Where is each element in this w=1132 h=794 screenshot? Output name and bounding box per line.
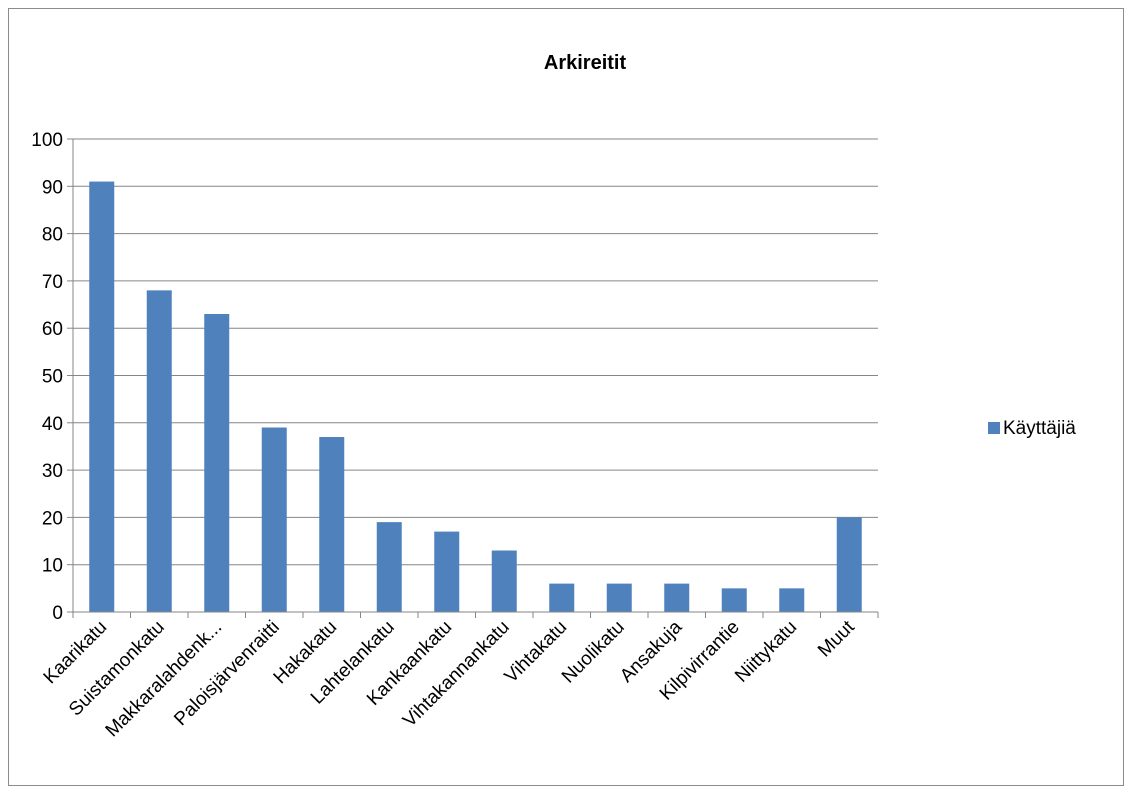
y-axis-tick-labels: 0 10 20 30 40 50 60 70 80 90 100 [31, 130, 63, 624]
bar [549, 583, 575, 612]
x-axis-tick-labels: KaarikatuSuistamonkatuMakkaralahdenk...P… [40, 616, 860, 741]
bar [434, 531, 460, 612]
y-tick-label: 90 [42, 177, 63, 198]
y-tick-label: 40 [42, 414, 63, 435]
legend-swatch [988, 422, 1000, 434]
x-tick-label: Paloisjärvenraitti [170, 617, 283, 730]
legend: Käyttäjiä [988, 418, 1076, 439]
bar [606, 583, 632, 612]
bar [204, 314, 230, 612]
y-tick-label: 10 [42, 556, 63, 577]
y-tick-label: 50 [42, 367, 63, 388]
y-tick-label: 30 [42, 461, 63, 482]
bar [779, 588, 805, 612]
chart-title: Arkireitit [544, 52, 627, 74]
bar [319, 436, 345, 612]
x-tick-label: Muut [814, 616, 859, 661]
bar [261, 427, 287, 612]
bar-chart: Arkireitit 0 10 20 30 40 50 60 70 80 90 100 Kaarik… [31, 52, 1076, 741]
bar [491, 550, 517, 612]
x-tick-label: Vihtakannankatu [399, 617, 514, 732]
gridlines [73, 138, 878, 566]
y-tick-label: 80 [42, 225, 63, 246]
chart-area: Arkireitit 0 10 20 30 40 50 60 70 80 90 100 Kaarik… [8, 8, 1124, 786]
axes [67, 138, 879, 618]
x-tick-label: Nuolikatu [558, 617, 629, 688]
bar [721, 588, 747, 612]
y-tick-label: 100 [31, 130, 63, 151]
bar [376, 522, 402, 612]
bar [664, 583, 690, 612]
y-tick-label: 20 [42, 508, 63, 529]
bar [146, 290, 172, 612]
y-tick-label: 0 [52, 603, 63, 624]
bar [836, 517, 862, 612]
x-tick-label: Niittykatu [731, 617, 801, 687]
y-tick-label: 60 [42, 319, 63, 340]
bars [89, 181, 862, 612]
legend-label: Käyttäjiä [1003, 418, 1076, 439]
bar [89, 181, 115, 612]
y-tick-label: 70 [42, 272, 63, 293]
